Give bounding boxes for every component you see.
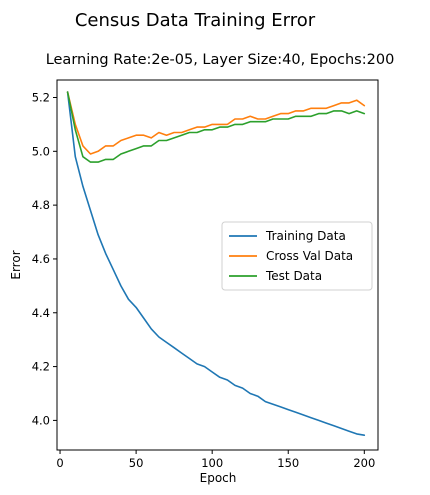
y-tick-label: 4.8 [32, 198, 50, 212]
series-line-2 [66, 91, 366, 163]
y-axis: 4.0 4.2 4.4 4.6 4.8 5.0 5.2 [32, 90, 57, 427]
y-tick-label: 4.0 [32, 413, 50, 427]
series-line-0 [66, 91, 366, 436]
figure-suptitle: Census Data Training Error [75, 10, 316, 31]
x-axis: 0 50 100 150 200 [56, 450, 375, 470]
legend: Training Data Cross Val Data Test Data [221, 221, 373, 291]
y-tick-label: 4.4 [32, 306, 50, 320]
x-tick-label: 50 [129, 456, 144, 470]
legend-label-1: Cross Val Data [266, 249, 353, 263]
x-tick-label: 0 [56, 456, 63, 470]
y-tick-label: 5.0 [32, 144, 50, 158]
legend-label-0: Training Data [265, 229, 346, 243]
x-axis-label: Epoch [200, 471, 237, 485]
x-tick-label: 200 [353, 456, 375, 470]
y-tick-label: 4.2 [32, 360, 50, 374]
y-tick-label: 5.2 [32, 90, 50, 104]
plot-series [66, 91, 366, 436]
x-tick-label: 100 [201, 456, 223, 470]
legend-label-2: Test Data [265, 269, 322, 283]
legend-box [221, 221, 373, 291]
chart-title: Learning Rate:2e-05, Layer Size:40, Epoc… [46, 52, 395, 68]
plot-frame [56, 79, 379, 451]
x-tick-label: 150 [277, 456, 299, 470]
y-tick-label: 4.6 [32, 252, 50, 266]
y-axis-label: Error [9, 250, 23, 279]
series-line-1 [66, 91, 366, 155]
